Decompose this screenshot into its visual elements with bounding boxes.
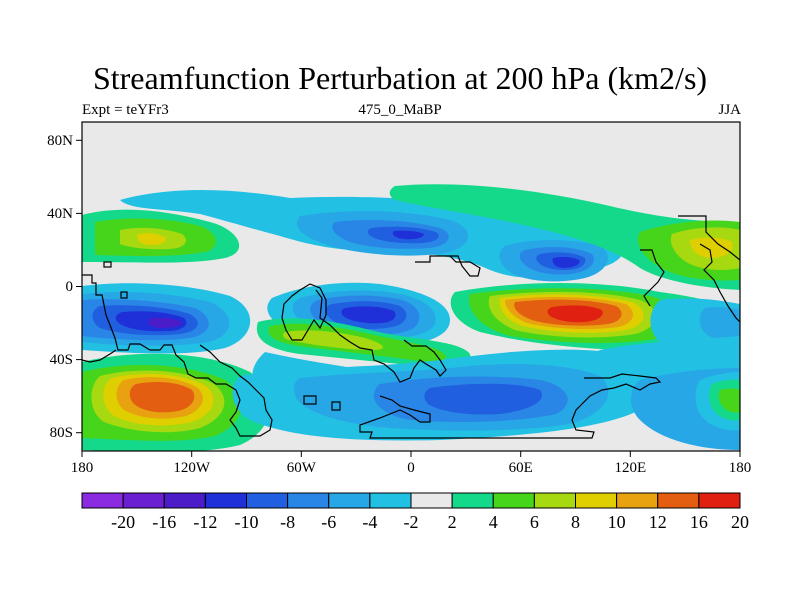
x-tick-label: 0	[407, 460, 415, 476]
colorbar-label: 10	[608, 512, 626, 532]
colorbar-swatch	[410, 492, 453, 509]
x-tick-label: 60E	[509, 460, 533, 476]
colorbar-swatch	[122, 492, 165, 509]
colorbar-label: 16	[690, 512, 708, 532]
colorbar-label: -8	[280, 512, 295, 532]
colorbar-swatch	[369, 492, 412, 509]
colorbar-label: 8	[571, 512, 580, 532]
colorbar-swatch	[451, 492, 494, 509]
x-tick-label: 180	[729, 460, 752, 476]
colorbar-label: -12	[193, 512, 217, 532]
colorbar-label: -4	[362, 512, 377, 532]
contour-fields	[82, 184, 740, 451]
colorbar-swatch	[492, 492, 535, 509]
colorbar-swatch	[616, 492, 659, 509]
colorbar-label: -20	[111, 512, 135, 532]
x-tick-label: 120W	[173, 460, 211, 476]
colorbar-swatch	[328, 492, 371, 509]
colorbar-swatch	[287, 492, 330, 509]
y-tick-label: 80S	[50, 425, 73, 441]
colorbar-label: 2	[448, 512, 457, 532]
colorbar-label: 20	[731, 512, 749, 532]
experiment-label: Expt = teYFr3	[82, 102, 169, 118]
colorbar-label: -10	[235, 512, 259, 532]
colorbar-swatch	[657, 492, 700, 509]
y-tick-label: 0	[66, 279, 74, 295]
colorbar-label: 6	[530, 512, 539, 532]
colorbar-swatch	[163, 492, 206, 509]
contour-tropical-east	[450, 283, 740, 383]
colorbar-label: -16	[152, 512, 176, 532]
colorbar-swatch	[246, 492, 289, 509]
period-label: 475_0_MaBP	[358, 102, 442, 118]
map-title: Streamfunction Perturbation at 200 hPa (…	[92, 60, 708, 96]
y-tick-label: 40N	[47, 206, 73, 222]
colorbar: -20 -16 -12 -10 -8 -6 -4 -2 2 4 6 8 10 12 16 20	[81, 492, 749, 532]
x-tick-label: 180	[71, 460, 94, 476]
contour-north-band	[82, 184, 740, 290]
y-tick-label: 80N	[47, 133, 73, 149]
x-tick-label: 60W	[287, 460, 317, 476]
colorbar-swatch	[533, 492, 576, 509]
colorbar-swatch	[575, 492, 618, 509]
coastlines	[82, 215, 740, 439]
season-label: JJA	[718, 102, 741, 118]
colorbar-label: -2	[404, 512, 419, 532]
axis-ticks	[76, 139, 741, 457]
colorbar-swatch	[81, 492, 124, 509]
colorbar-label: 12	[649, 512, 667, 532]
colorbar-label: 4	[489, 512, 498, 532]
colorbar-swatch	[204, 492, 247, 509]
colorbar-swatch	[698, 492, 741, 509]
colorbar-label: -6	[321, 512, 336, 532]
contour-south-band	[82, 349, 740, 451]
y-tick-label: 40S	[50, 352, 73, 368]
x-tick-label: 120E	[614, 460, 646, 476]
